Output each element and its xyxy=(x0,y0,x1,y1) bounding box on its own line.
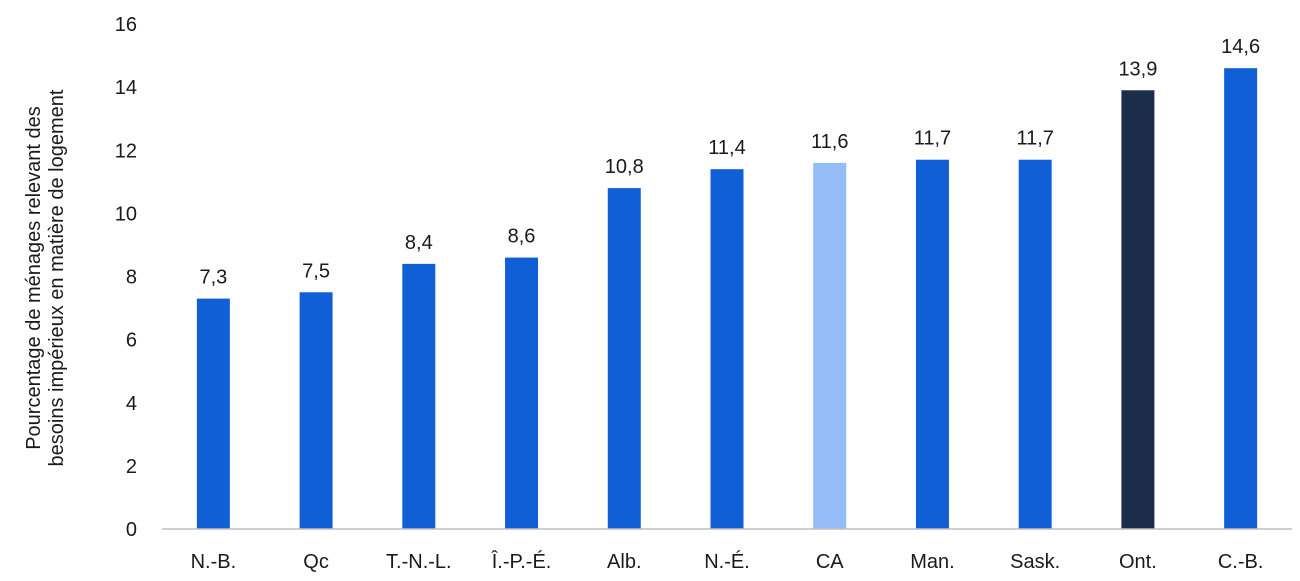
data-labels: 7,3 7,5 8,4 8,6 10,8 11,4 11,6 11,7 11,7 13,9 14,6 xyxy=(199,36,1260,288)
y-axis-ticks: 0 2 4 6 8 10 12 14 16 xyxy=(115,14,137,541)
y-tick-label: 0 xyxy=(126,519,137,541)
data-label: 14,6 xyxy=(1221,36,1260,58)
data-label: 11,4 xyxy=(708,137,745,159)
x-tick-label: Alb. xyxy=(607,551,641,573)
x-tick-label: C.-B. xyxy=(1218,551,1264,573)
data-label: 7,3 xyxy=(199,267,227,289)
bar xyxy=(813,162,847,529)
y-tick-label: 10 xyxy=(115,203,137,225)
data-label: 10,8 xyxy=(605,156,644,178)
bar xyxy=(505,257,539,529)
x-tick-label: T.-N.-L. xyxy=(386,551,452,573)
y-tick-label: 12 xyxy=(115,140,137,162)
data-label: 8,4 xyxy=(405,232,433,254)
bars xyxy=(196,68,1258,529)
bar xyxy=(402,263,436,529)
data-label: 13,9 xyxy=(1118,58,1157,80)
data-label: 8,6 xyxy=(508,226,536,248)
data-label: 11,6 xyxy=(811,131,848,153)
x-tick-label: Ont. xyxy=(1119,551,1157,573)
x-tick-label: Qc xyxy=(303,551,329,573)
bar xyxy=(1018,159,1052,529)
y-axis-title-line-2: besoins impérieux en matière de logement xyxy=(46,89,68,466)
bar xyxy=(915,159,949,529)
y-tick-label: 4 xyxy=(126,393,137,415)
y-tick-label: 2 xyxy=(126,456,137,478)
data-label: 7,5 xyxy=(302,260,330,282)
x-tick-label: N.-B. xyxy=(191,551,237,573)
x-tick-label: Sask. xyxy=(1010,551,1060,573)
x-tick-label: Î.-P.-É. xyxy=(491,550,552,573)
bar xyxy=(196,298,230,529)
y-axis-title: Pourcentage de ménages relevant des beso… xyxy=(23,89,68,466)
y-tick-label: 14 xyxy=(115,77,137,99)
data-label: 11,7 xyxy=(914,128,951,150)
x-tick-label: N.-É. xyxy=(704,550,750,573)
y-tick-label: 6 xyxy=(126,330,137,352)
bar xyxy=(607,188,641,529)
bar xyxy=(299,292,333,529)
y-tick-label: 16 xyxy=(115,14,137,36)
bar xyxy=(710,169,744,529)
y-tick-label: 8 xyxy=(126,267,137,289)
bar xyxy=(1121,90,1155,529)
y-axis-title-line-1: Pourcentage de ménages relevant des xyxy=(23,106,45,450)
x-tick-label: CA xyxy=(816,551,844,573)
x-tick-label: Man. xyxy=(910,551,954,573)
bar xyxy=(1224,68,1258,529)
data-label: 11,7 xyxy=(1016,128,1053,150)
x-axis-labels: N.-B. Qc T.-N.-L. Î.-P.-É. Alb. N.-É. CA Man. Sa… xyxy=(191,550,1264,573)
